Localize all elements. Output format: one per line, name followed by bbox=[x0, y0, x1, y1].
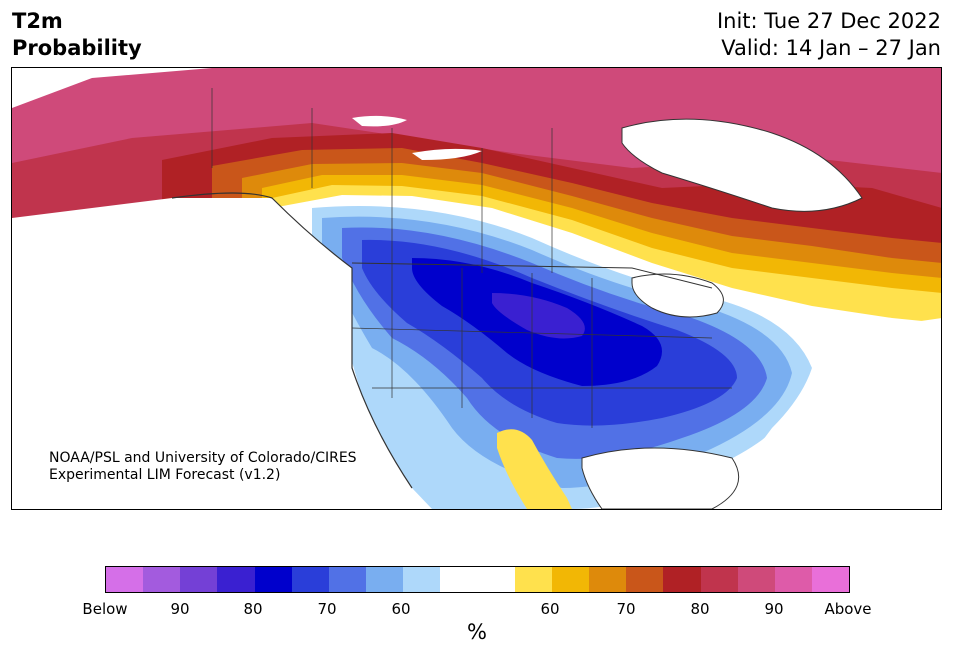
colorbar-tick-label: Above bbox=[824, 600, 872, 618]
colorbar-segment bbox=[737, 567, 775, 592]
colorbar-segment bbox=[589, 567, 627, 592]
colorbar-segment bbox=[551, 567, 590, 592]
colorbar-segment bbox=[514, 567, 552, 592]
valid-range: Valid: 14 Jan – 27 Jan bbox=[721, 36, 941, 60]
colorbar-unit: % bbox=[467, 620, 487, 644]
forecast-dates: Init: Tue 27 Dec 2022 Valid: 14 Jan – 27… bbox=[717, 8, 941, 62]
province-lines bbox=[211, 88, 553, 273]
colorbar-segment bbox=[811, 567, 850, 592]
colorbar-segment bbox=[180, 567, 218, 592]
credit-text: NOAA/PSL and University of Colorado/CIRE… bbox=[49, 450, 357, 484]
colorbar-tick-label: Below bbox=[82, 600, 128, 618]
probability-map bbox=[11, 67, 942, 510]
colorbar-segment bbox=[217, 567, 255, 592]
credit-line-2: Experimental LIM Forecast (v1.2) bbox=[49, 467, 281, 483]
title-variable: T2m bbox=[12, 9, 63, 33]
colorbar-segment bbox=[774, 567, 812, 592]
colorbar-tick-label: 90 bbox=[764, 600, 784, 618]
colorbar-tick-label: 70 bbox=[616, 600, 636, 618]
hudson-bay bbox=[621, 118, 863, 212]
colorbar-segment bbox=[328, 567, 367, 592]
colorbar-segment bbox=[626, 567, 664, 592]
colorbar-segment bbox=[477, 567, 515, 592]
us-canada-border bbox=[351, 262, 713, 289]
colorbar-segment bbox=[403, 567, 441, 592]
colorbar-segment bbox=[663, 567, 701, 592]
credit-line-1: NOAA/PSL and University of Colorado/CIRE… bbox=[49, 450, 357, 466]
arctic-islands bbox=[352, 115, 482, 160]
coastline-west bbox=[171, 192, 413, 489]
map-canvas bbox=[12, 68, 941, 509]
colorbar-tick-label: 60 bbox=[391, 600, 411, 618]
colorbar-segment bbox=[254, 567, 292, 592]
colorbar-segment bbox=[366, 567, 404, 592]
colorbar-segment bbox=[291, 567, 329, 592]
cold-band-90 bbox=[492, 293, 585, 339]
warm-patch-mexico bbox=[497, 429, 572, 509]
gulf-of-mexico bbox=[581, 447, 740, 509]
colorbar-tick-label: 80 bbox=[243, 600, 263, 618]
colorbar-tick-label: 70 bbox=[317, 600, 337, 618]
title-quantity: Probability bbox=[12, 36, 142, 60]
colorbar bbox=[105, 566, 850, 593]
map-title: T2m Probability bbox=[12, 8, 142, 62]
colorbar-segment bbox=[440, 567, 478, 592]
atlantic-ocean bbox=[712, 318, 941, 509]
colorbar-segment bbox=[143, 567, 181, 592]
colorbar-tick-label: 60 bbox=[540, 600, 560, 618]
colorbar-tick-label: 90 bbox=[170, 600, 190, 618]
colorbar-tick-label: 80 bbox=[690, 600, 710, 618]
state-lines bbox=[351, 268, 732, 428]
colorbar-segment bbox=[700, 567, 738, 592]
colorbar-segment bbox=[106, 567, 144, 592]
init-date: Init: Tue 27 Dec 2022 bbox=[716, 9, 941, 33]
pacific-ocean bbox=[12, 198, 432, 509]
